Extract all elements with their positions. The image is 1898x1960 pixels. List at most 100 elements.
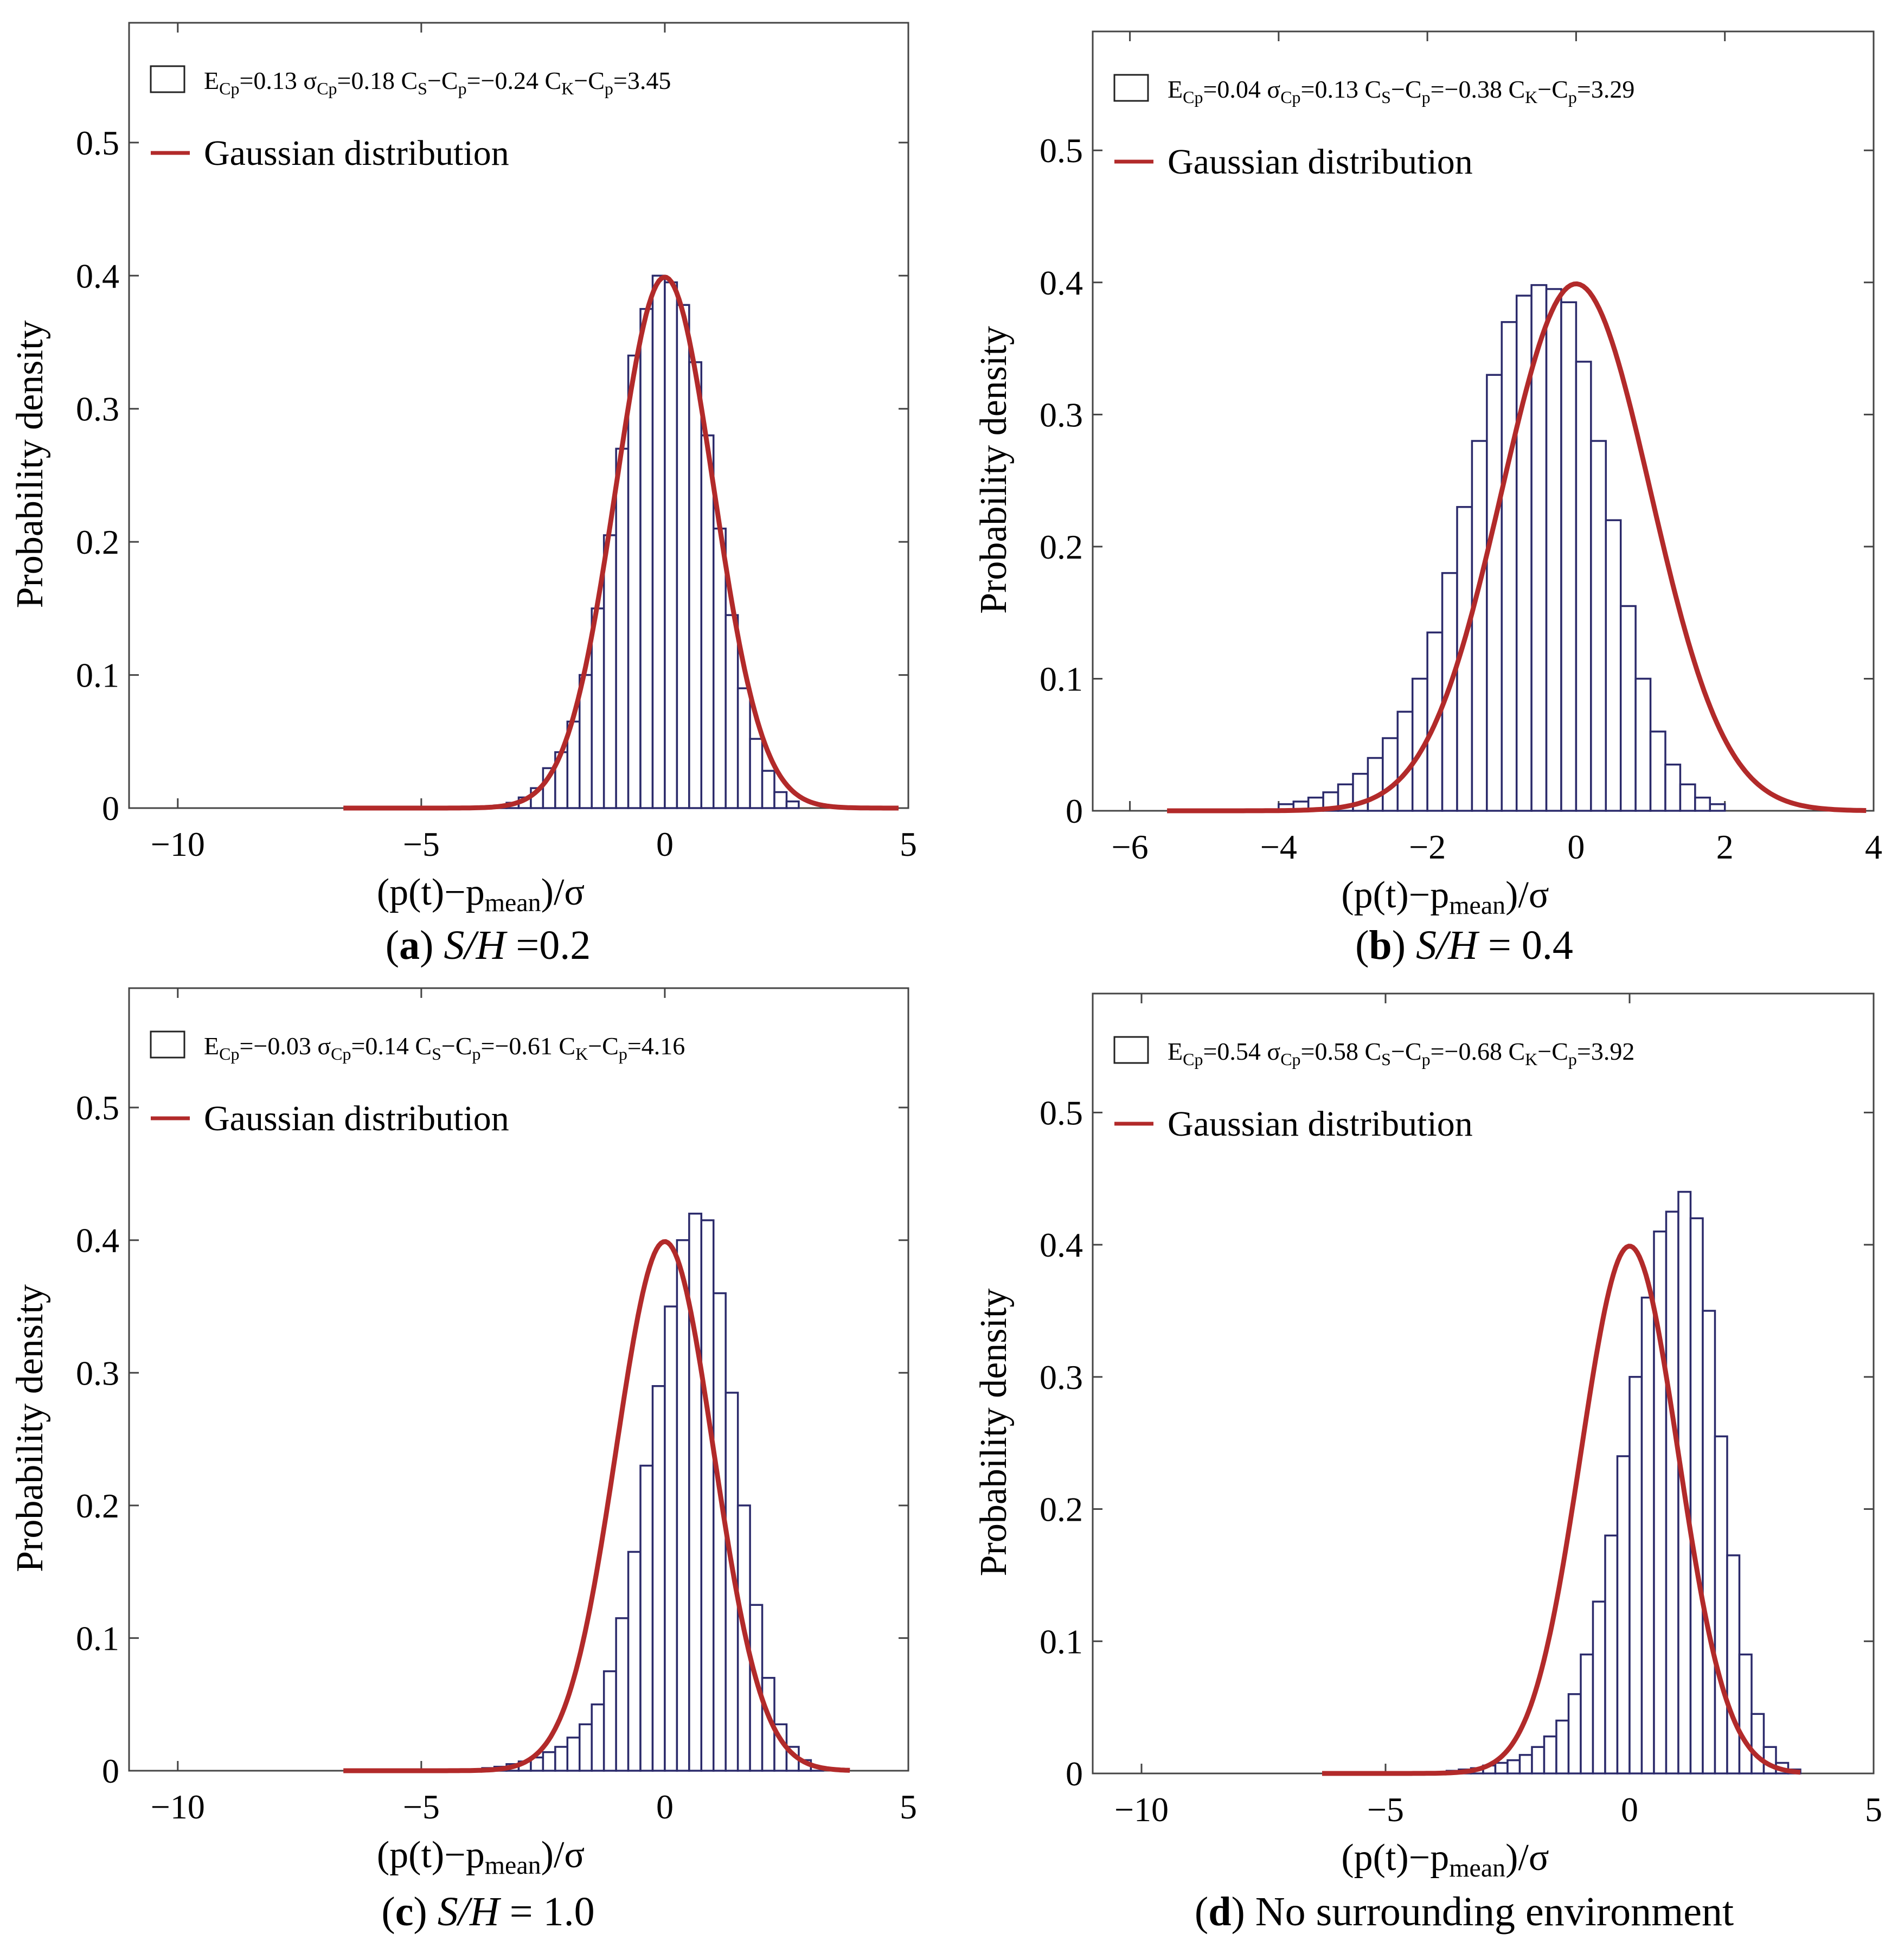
- x-tick-label: −10: [151, 1788, 205, 1826]
- chart-panel-b: 0 0.1 0.2 0.3 0.4 0.5 −6 −4 −2 0 2 4 ECp=0.04 σCp=0.…: [973, 30, 1882, 920]
- hist-bar: [554, 1746, 569, 1772]
- y-tick-label: 0.5: [76, 1088, 119, 1127]
- x-tick-label: −2: [1409, 828, 1446, 866]
- y-tick-label: 0.5: [1040, 131, 1083, 170]
- x-tick-label: 0: [1621, 1790, 1638, 1829]
- hist-bar: [1702, 1310, 1716, 1775]
- legend-stats: ECp=0.54 σCp=0.58 CS−Cp=−0.68 CK−Cp=3.92: [1168, 1037, 1634, 1069]
- hist-bar: [602, 1670, 617, 1772]
- legend-hist-swatch: [150, 65, 185, 93]
- x-axis-label: (p(t)−pmean)/σ: [1341, 1837, 1549, 1882]
- y-tick-label: 0.3: [76, 390, 119, 428]
- y-tick-label: 0.2: [76, 1487, 119, 1525]
- hist-bar: [1367, 757, 1384, 812]
- x-tick-label: 4: [1865, 828, 1882, 866]
- y-tick-label: 0.5: [76, 124, 119, 162]
- hist-bar: [700, 434, 715, 809]
- legend-gaussian-label: Gaussian distribution: [204, 133, 509, 173]
- chart-panel-c: 0 0.1 0.2 0.3 0.4 0.5 −10 −5 0 5 ECp=−0.03 σCp=0.1…: [9, 987, 917, 1880]
- hist-bar: [1545, 288, 1562, 812]
- x-axis-label: (p(t)−pmean)/σ: [1341, 874, 1549, 920]
- y-tick-label: 0.4: [1040, 1226, 1083, 1264]
- hist-bar: [1750, 1713, 1765, 1775]
- y-tick-label: 0.3: [1040, 395, 1083, 434]
- x-tick-label: 5: [900, 825, 917, 863]
- y-tick-label: 0.4: [1040, 264, 1083, 302]
- y-tick-label: 0.1: [76, 1619, 119, 1657]
- hist-bar: [542, 1751, 556, 1772]
- legend-hist-swatch: [1113, 74, 1149, 102]
- hist-bar: [1531, 1746, 1546, 1775]
- y-tick-label: 0.2: [1040, 1490, 1083, 1529]
- hist-bar: [1543, 1735, 1557, 1775]
- x-tick-label: −5: [403, 1788, 440, 1826]
- y-tick-label: 0: [102, 1752, 119, 1790]
- legend-stats: ECp=0.04 σCp=0.13 CS−Cp=−0.38 CK−Cp=3.29: [1168, 75, 1634, 107]
- hist-bar: [1634, 677, 1652, 812]
- x-axis-label: (p(t)−pmean)/σ: [377, 872, 585, 917]
- hist-bar: [639, 1464, 654, 1772]
- hist-bar: [1726, 1554, 1741, 1775]
- hist-bar: [1396, 710, 1414, 812]
- legend-hist-swatch: [1113, 1036, 1149, 1064]
- hist-bar: [1471, 440, 1488, 812]
- x-tick-label: 0: [1567, 828, 1585, 866]
- hist-bar: [1694, 796, 1711, 812]
- x-tick-label: 5: [1865, 1790, 1882, 1829]
- x-tick-label: −10: [1114, 1790, 1169, 1829]
- y-tick-label: 0.4: [76, 1221, 119, 1260]
- hist-bar: [627, 354, 642, 809]
- hist-bar: [627, 1551, 642, 1772]
- hist-bar: [1560, 301, 1578, 812]
- hist-bar: [1567, 1693, 1582, 1775]
- gaussian-curve: [1167, 281, 1867, 814]
- hist-bar: [1494, 1762, 1509, 1775]
- hist-bar: [749, 738, 764, 809]
- hist-bar: [1709, 803, 1726, 812]
- y-tick-label: 0: [102, 789, 119, 828]
- hist-bar: [639, 308, 654, 809]
- hist-bar: [651, 274, 666, 809]
- hist-bar: [1530, 284, 1548, 812]
- hist-bar: [1506, 1759, 1521, 1775]
- hist-bar: [591, 1703, 605, 1772]
- hist-bar: [651, 1385, 666, 1772]
- hist-bar: [566, 1737, 581, 1772]
- hist-bar: [615, 1617, 630, 1772]
- legend-gaussian-label: Gaussian distribution: [1168, 1104, 1473, 1144]
- y-axis-label: Probability density: [9, 1284, 51, 1572]
- hist-bar: [1590, 440, 1607, 812]
- hist-bar: [1518, 1754, 1533, 1775]
- hist-bar: [676, 1239, 690, 1772]
- hist-bar: [1501, 321, 1518, 812]
- y-axis-label: Probability density: [9, 321, 51, 609]
- hist-bar: [1640, 1296, 1655, 1775]
- gaussian-curve: [343, 1239, 850, 1773]
- chart-panel-d: 0 0.1 0.2 0.3 0.4 0.5 −10 −5 0 5 ECp=0.54 σCp=0.58…: [973, 992, 1882, 1882]
- y-tick-label: 0.5: [1040, 1093, 1083, 1132]
- hist-bar: [1486, 374, 1503, 812]
- hist-bar: [615, 447, 630, 809]
- legend-stats: ECp=0.13 σCp=0.18 CS−Cp=−0.24 CK−Cp=3.45: [204, 67, 671, 98]
- x-tick-label: 5: [900, 1788, 917, 1826]
- hist-bar: [1649, 731, 1666, 812]
- legend-gaussian-label: Gaussian distribution: [1168, 142, 1473, 182]
- legend-hist-swatch: [150, 1030, 185, 1059]
- y-tick-label: 0.2: [1040, 528, 1083, 566]
- hist-bar: [1664, 764, 1682, 812]
- x-tick-label: 0: [656, 825, 674, 863]
- x-tick-label: −4: [1260, 828, 1297, 866]
- legend-stats: ECp=−0.03 σCp=0.14 CS−Cp=−0.61 CK−Cp=4.1…: [204, 1032, 685, 1064]
- hist-bar: [1714, 1435, 1728, 1775]
- hist-bar: [1665, 1210, 1679, 1775]
- chart-panel-a: 0 0.1 0.2 0.3 0.4 0.5 −10 −5 0 5 ECp=0.13 σCp=0.18…: [9, 22, 917, 917]
- hist-bar: [1628, 1376, 1643, 1775]
- hist-bar: [664, 281, 678, 809]
- hist-bar: [1619, 605, 1637, 812]
- gaussian-curve: [343, 274, 899, 811]
- y-tick-label: 0.2: [76, 523, 119, 561]
- hist-bar: [579, 1723, 593, 1772]
- y-tick-label: 0: [1066, 792, 1083, 830]
- hist-bar: [1575, 361, 1592, 812]
